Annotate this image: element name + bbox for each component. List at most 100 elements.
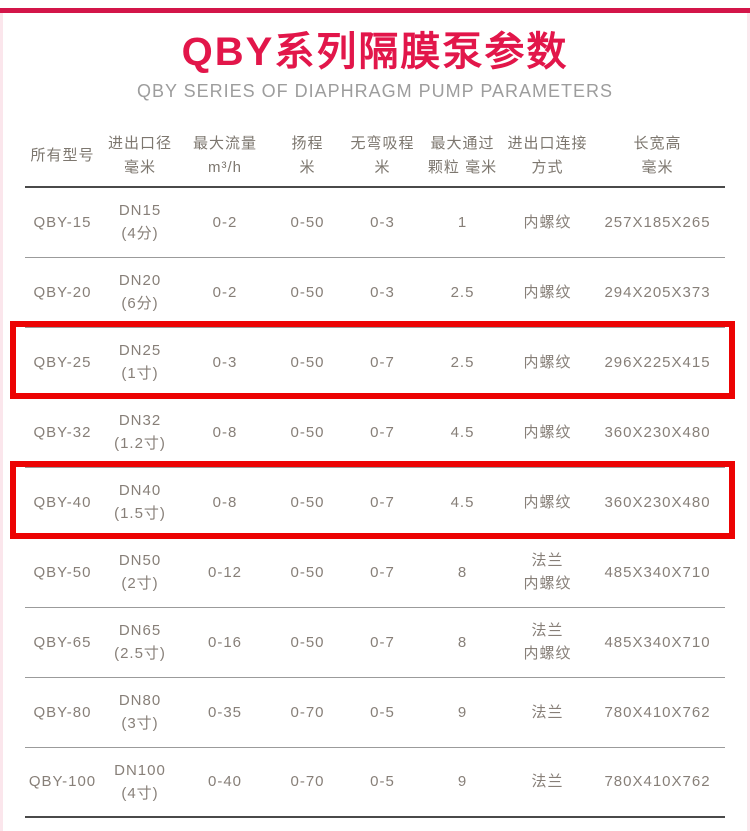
cell-flow-line: 0-2 [212,283,238,301]
cell-head: 0-50 [270,257,345,328]
cell-suction: 0-5 [345,677,420,748]
cell-model: QBY-32 [25,397,100,468]
cell-diameter: DN80 (3寸) [100,677,180,748]
cell-diameter-line: DN100 [114,761,166,779]
cell-model-line: QBY-25 [33,353,92,371]
cell-head: 0-50 [270,187,345,258]
cell-dimensions-line: 296X225X415 [604,353,711,371]
cell-model: QBY-100 [25,747,100,818]
cell-suction: 0-7 [345,537,420,608]
header-max-flow: 最大流量 m³/h [180,125,270,188]
cell-dimensions-line: 360X230X480 [604,423,711,441]
right-edge-strip [747,13,750,831]
cell-flow: 0-35 [180,677,270,748]
page-subtitle: QBY SERIES OF DIAPHRAGM PUMP PARAMETERS [136,81,614,101]
cell-flow-line: 0-40 [207,773,243,791]
cell-connection: 法兰 内螺纹 [505,537,590,608]
cell-head-line: 0-50 [290,563,325,581]
table-row: QBY-50 DN50 (2寸) 0-12 0-50 0-7 8 法兰 内螺纹 485X340X7… [25,537,725,608]
cell-flow-line: 0-16 [207,633,243,651]
table-body: QBY-15 DN15 (4分) 0-2 0-50 0-3 1 内螺纹 257X185X265 Q… [25,187,725,818]
cell-dimensions: 360X230X480 [590,467,725,538]
header-diameter-line2: 毫米 [123,158,156,176]
cell-head: 0-50 [270,537,345,608]
cell-flow: 0-2 [180,257,270,328]
cell-head-line: 0-50 [290,353,325,371]
cell-dimensions-line: 485X340X710 [604,563,711,581]
cell-connection-line: 内螺纹 [523,493,572,511]
cell-diameter: DN50 (2寸) [100,537,180,608]
cell-connection-line: 法兰 [531,773,564,791]
cell-model-line: QBY-50 [33,563,92,581]
cell-flow: 0-3 [180,327,270,398]
cell-connection-line: 内螺纹 [523,283,572,301]
cell-model-line: QBY-80 [33,703,92,721]
cell-model: QBY-25 [25,327,100,398]
table-row: QBY-65 DN65 (2.5寸) 0-16 0-50 0-7 8 法兰 内螺纹 485X340… [25,607,725,678]
cell-diameter-line: DN65 [118,622,162,639]
cell-connection: 法兰 [505,677,590,748]
cell-suction-line: 0-7 [370,563,395,581]
header-connection: 进出口连接 方式 [505,125,590,188]
cell-dimensions: 257X185X265 [590,187,725,258]
cell-diameter-line: (1寸) [121,365,159,382]
cell-particle: 2.5 [420,327,505,398]
header-particle-line2: 颗粒 毫米 [427,158,498,176]
cell-suction-line: 0-7 [370,423,395,441]
header-dimensions-line1: 长宽高 [633,134,682,152]
cell-suction-line: 0-3 [370,283,395,301]
cell-connection-line: 内螺纹 [523,423,572,441]
cell-head: 0-50 [270,607,345,678]
cell-model: QBY-15 [25,187,100,258]
cell-suction-line: 0-3 [370,213,395,231]
cell-head: 0-50 [270,397,345,468]
cell-dimensions: 296X225X415 [590,327,725,398]
cell-suction: 0-3 [345,187,420,258]
cell-suction: 0-7 [345,397,420,468]
cell-flow: 0-12 [180,537,270,608]
cell-suction: 0-3 [345,257,420,328]
cell-diameter: DN32 (1.2寸) [100,397,180,468]
cell-connection: 内螺纹 [505,257,590,328]
page-title: QBY系列隔膜泵参数 [181,30,569,74]
header-model: 所有型号 [25,125,100,188]
cell-suction: 0-7 [345,327,420,398]
cell-diameter-line: DN15 [118,202,162,220]
cell-suction-line: 0-5 [370,703,395,721]
cell-connection-line: 内螺纹 [523,575,572,592]
cell-connection-line: 法兰 [531,703,564,721]
header-connection-line1: 进出口连接 [507,134,588,152]
header-suction-line1: 无弯吸程 [350,134,415,152]
cell-diameter-line: (2寸) [121,575,159,592]
cell-connection: 法兰 内螺纹 [505,607,590,678]
cell-suction-line: 0-7 [370,633,395,651]
cell-model-line: QBY-15 [33,213,92,231]
cell-model-line: QBY-40 [33,493,92,511]
table-row: QBY-20 DN20 (6分) 0-2 0-50 0-3 2.5 内螺纹 294X205X37… [25,257,725,328]
cell-particle: 8 [420,607,505,678]
cell-flow-line: 0-8 [212,493,238,511]
cell-connection-line: 内螺纹 [523,353,572,371]
cell-head-line: 0-70 [290,773,325,791]
header-connection-line2: 方式 [531,158,564,176]
cell-flow: 0-8 [180,467,270,538]
cell-flow: 0-8 [180,397,270,468]
cell-suction: 0-7 [345,467,420,538]
cell-particle-line: 1 [457,213,468,231]
cell-connection-line: 法兰 [531,552,564,569]
table-row: QBY-40 DN40 (1.5寸) 0-8 0-50 0-7 4.5 内螺纹 360X230X… [25,467,725,538]
cell-head-line: 0-50 [290,493,325,511]
cell-suction-line: 0-7 [370,353,395,371]
header-max-flow-line1: 最大流量 [192,134,257,152]
cell-dimensions-line: 294X205X373 [604,283,711,301]
cell-connection: 内螺纹 [505,397,590,468]
table-row: QBY-100 DN100 (4寸) 0-40 0-70 0-5 9 法兰 780X410X76… [25,747,725,818]
cell-particle: 9 [420,747,505,818]
cell-diameter-line: DN20 [118,272,162,289]
cell-head-line: 0-70 [290,703,325,721]
cell-flow: 0-2 [180,187,270,258]
cell-particle-line: 4.5 [450,493,475,511]
cell-dimensions: 780X410X762 [590,747,725,818]
cell-model: QBY-50 [25,537,100,608]
